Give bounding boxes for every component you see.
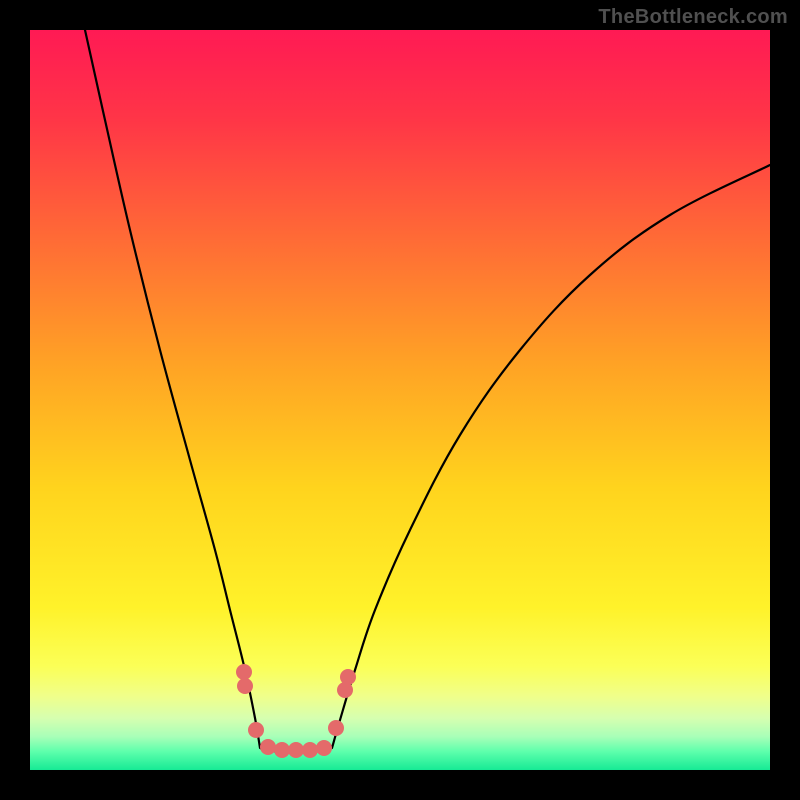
- plot-svg: [30, 30, 770, 770]
- plot-background: [30, 30, 770, 770]
- data-marker: [340, 669, 356, 685]
- plot-region: [30, 30, 770, 770]
- data-marker: [260, 739, 276, 755]
- data-marker: [236, 664, 252, 680]
- data-marker: [237, 678, 253, 694]
- data-marker: [328, 720, 344, 736]
- watermark-text: TheBottleneck.com: [598, 6, 788, 29]
- data-marker: [288, 742, 304, 758]
- data-marker: [274, 742, 290, 758]
- data-marker: [302, 742, 318, 758]
- data-marker: [248, 722, 264, 738]
- chart-frame: TheBottleneck.com: [0, 0, 800, 800]
- data-marker: [316, 740, 332, 756]
